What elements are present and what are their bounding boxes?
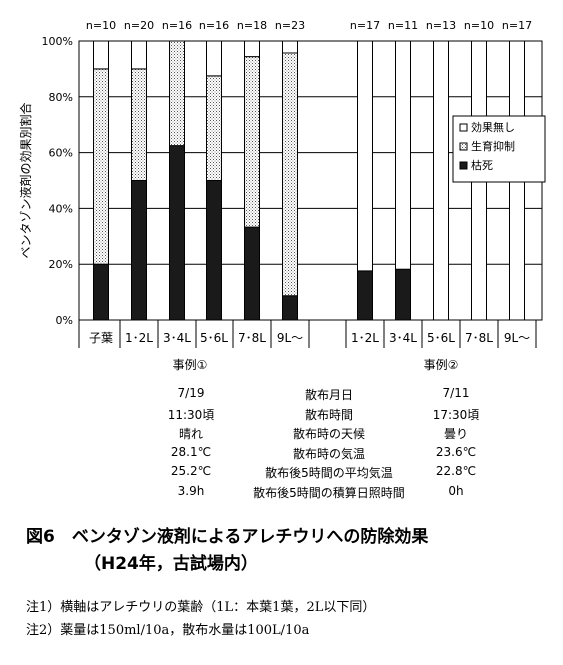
case2-value: 曇り — [443, 427, 468, 441]
bar-segment-no-effect — [93, 40, 109, 70]
y-tick-label: 40% — [49, 202, 73, 215]
bar-segment-suppressed — [282, 52, 298, 297]
x-tick-label: 7･8L — [238, 331, 266, 345]
bar-segment-dead — [169, 145, 185, 321]
case1-value: 7/19 — [177, 386, 205, 400]
legend-swatch — [459, 123, 468, 132]
bar-segment-dead — [131, 180, 147, 321]
sample-size-label: n=16 — [162, 19, 192, 32]
case2-value: 17:30頃 — [432, 407, 480, 422]
x-tick-label: 1･2L — [351, 331, 379, 345]
x-tick-label: 1･2L — [125, 331, 153, 345]
case2-value: 23.6℃ — [435, 444, 477, 459]
condition-item: 散布時の天候 — [292, 427, 365, 441]
sample-size-label: n=18 — [237, 19, 267, 32]
sample-size-label: n=13 — [426, 19, 456, 32]
group-label: 事例① — [173, 358, 208, 372]
case2-value: 22.8℃ — [435, 464, 477, 478]
bar-segment-dead — [93, 263, 109, 321]
bar-segment-suppressed — [131, 68, 147, 181]
condition-item: 散布月日 — [304, 388, 353, 402]
sample-size-label: n=17 — [350, 19, 380, 32]
y-tick-label: 0% — [56, 314, 73, 327]
condition-item: 散布後5時間の平均気温 — [265, 466, 393, 480]
x-tick-label: 子葉 — [89, 331, 113, 345]
bar-segment-suppressed — [206, 75, 222, 181]
bar-segment-suppressed — [244, 56, 260, 228]
y-tick-label: 20% — [49, 258, 73, 271]
bar-segment-no-effect — [433, 40, 449, 321]
legend-box — [452, 115, 546, 183]
sample-size-label: n=11 — [388, 19, 418, 32]
x-tick-label: 9L～ — [277, 331, 303, 345]
bar-segment-no-effect — [357, 40, 373, 272]
legend-label: 生育抑制 — [471, 139, 515, 153]
legend-swatch — [459, 142, 468, 151]
y-tick-label: 60% — [49, 147, 73, 160]
bar-segment-no-effect — [206, 40, 222, 77]
case2-value: 0h — [448, 483, 464, 498]
legend-label: 枯死 — [471, 158, 493, 172]
x-tick-label: 3･4L — [163, 331, 191, 345]
note-2: 注2）薬量は150ml/10a，散布水量は100L/10a — [26, 623, 310, 638]
bar-segment-no-effect — [395, 40, 411, 270]
bar-segment-no-effect — [244, 40, 260, 58]
condition-item: 散布時間 — [304, 407, 353, 422]
sample-size-label: n=10 — [86, 19, 116, 32]
bar-segment-suppressed — [169, 40, 185, 147]
case1-value: 晴れ — [178, 427, 203, 441]
case1-value: 28.1℃ — [170, 444, 212, 459]
legend-swatch — [459, 161, 468, 170]
legend-label: 効果無し — [471, 120, 515, 134]
bar-segment-suppressed — [93, 68, 109, 265]
case1-value: 25.2℃ — [170, 464, 212, 478]
condition-item: 散布後5時間の積算日照時間 — [253, 485, 405, 500]
bar-segment-dead — [357, 270, 373, 321]
case1-value: 3.9h — [177, 483, 205, 498]
x-tick-label: 9L～ — [504, 331, 530, 345]
sample-size-label: n=16 — [199, 19, 229, 32]
sample-size-label: n=23 — [275, 19, 305, 32]
x-tick-label: 3･4L — [389, 331, 417, 345]
x-tick-label: 5･6L — [427, 331, 455, 345]
condition-item: 散布時の気温 — [292, 446, 365, 461]
note-1: 注1）横軸はアレチウリの葉齢（1L：本葉1葉，2L以下同） — [26, 600, 376, 615]
case1-value: 11:30頃 — [167, 407, 215, 422]
group-label: 事例② — [424, 358, 459, 372]
figure-title: 図6 ベンタゾン液剤によるアレチウリへの防除効果 — [26, 527, 429, 547]
bar-segment-no-effect — [131, 40, 147, 70]
sample-size-label: n=10 — [464, 19, 494, 32]
bar-segment-dead — [282, 295, 298, 321]
figure-subtitle: （H24年，古試場内） — [84, 554, 258, 574]
stacked-bar-chart: 0% 20% 40% 60% 80% 100% n=10 子葉 n=20 1･2L n=16 3･4L… — [18, 19, 546, 372]
y-tick-label: 80% — [49, 91, 73, 104]
x-tick-label: 7･8L — [465, 331, 493, 345]
bar-segment-dead — [244, 226, 260, 321]
bar-segment-dead — [206, 180, 222, 321]
bar-segment-dead — [395, 268, 411, 321]
sample-size-label: n=20 — [124, 19, 154, 32]
y-axis-title: ベンタゾン液剤の効果別割合 — [18, 102, 33, 258]
case2-value: 7/11 — [442, 386, 470, 400]
x-tick-label: 5･6L — [200, 331, 228, 345]
y-tick-label: 100% — [42, 35, 73, 48]
bar-segment-no-effect — [282, 40, 298, 54]
sample-size-label: n=17 — [502, 19, 532, 32]
